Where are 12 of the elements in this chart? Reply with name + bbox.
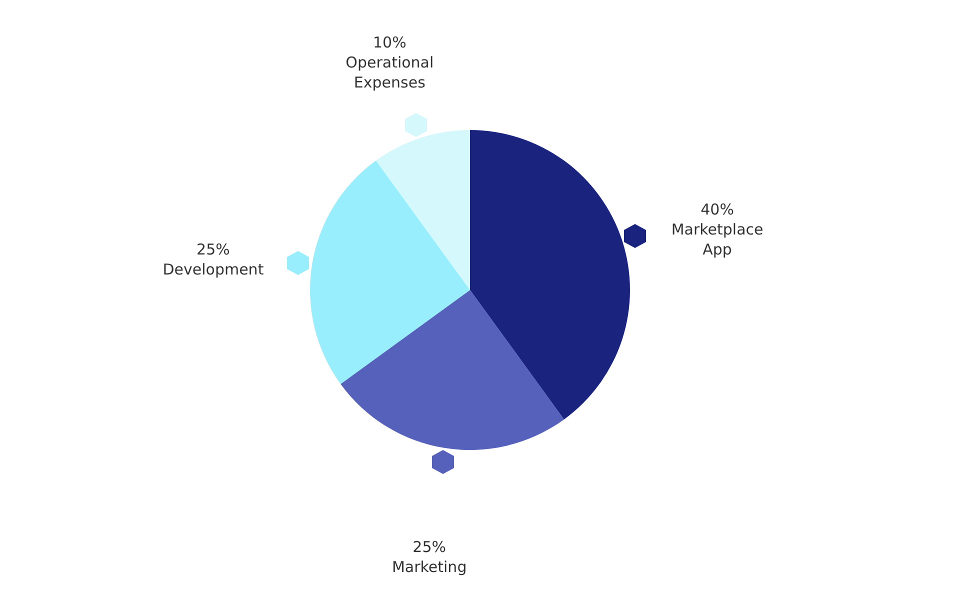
pie-slice — [340, 290, 564, 450]
legend-label: Marketplace App — [671, 220, 764, 259]
data-label: 25% — [412, 538, 446, 556]
data-label: 40% — [700, 200, 734, 219]
data-label: 25% — [196, 240, 230, 258]
pie-slice — [310, 160, 470, 384]
pie-slice — [470, 130, 630, 420]
slice-label: Development — [162, 260, 264, 278]
data-label: 10% — [372, 34, 406, 52]
pie-slice — [376, 130, 470, 290]
slice-label: Operational Expenses — [346, 54, 434, 92]
slice-label: Marketing — [392, 558, 467, 576]
